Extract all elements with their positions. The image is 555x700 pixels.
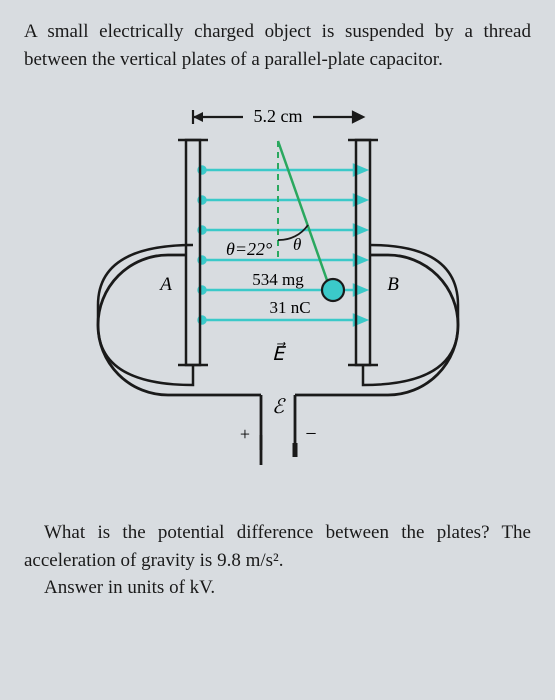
battery-plus: + xyxy=(239,424,249,444)
thread xyxy=(278,141,328,283)
charged-ball xyxy=(322,279,344,301)
plate-b-label: B xyxy=(387,274,399,295)
battery-symbol xyxy=(261,435,295,465)
capacitor-diagram: 5.2 cm θ=22° θ 534 mg 31 nC xyxy=(78,85,478,505)
question-text: What is the potential difference between… xyxy=(24,519,531,574)
field-vector-label: E⃗ xyxy=(271,342,286,365)
battery-minus: − xyxy=(305,423,316,445)
emf-label: ℰ xyxy=(271,396,285,418)
problem-intro: A small electrically charged object is s… xyxy=(24,18,531,73)
separation-label: 5.2 cm xyxy=(253,106,302,126)
right-plate xyxy=(348,140,378,365)
charge-label: 31 nC xyxy=(269,298,310,317)
diagram-container: 5.2 cm θ=22° θ 534 mg 31 nC xyxy=(24,85,531,505)
angle-label: θ=22° xyxy=(226,239,272,259)
plate-a-label: A xyxy=(158,274,172,295)
mass-label: 534 mg xyxy=(252,270,304,289)
angle-symbol: θ xyxy=(293,235,301,254)
answer-prompt: Answer in units of kV. xyxy=(24,574,531,602)
